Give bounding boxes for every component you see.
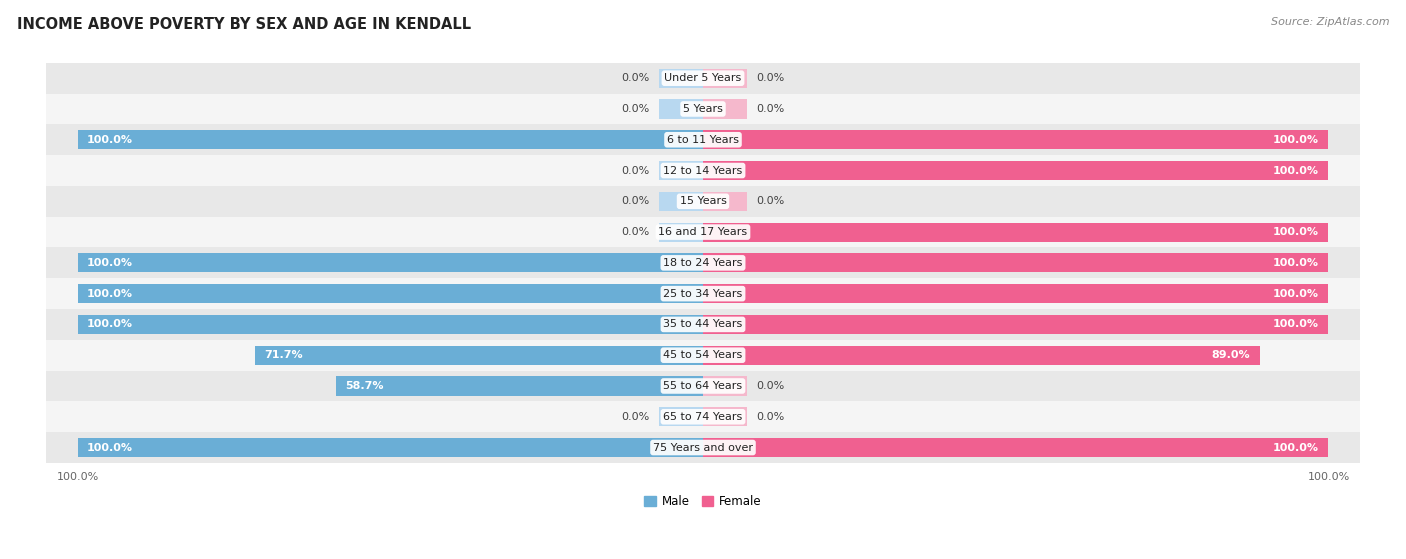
Text: 100.0%: 100.0%	[1272, 319, 1319, 329]
Bar	[659, 222, 703, 241]
Text: 0.0%: 0.0%	[756, 73, 785, 83]
Bar	[77, 315, 703, 334]
Bar	[46, 63, 1360, 93]
Text: Under 5 Years: Under 5 Years	[665, 73, 741, 83]
Bar	[659, 100, 703, 119]
Bar	[703, 345, 1260, 364]
Text: 15 Years: 15 Years	[679, 196, 727, 206]
Bar	[46, 371, 1360, 401]
Text: 0.0%: 0.0%	[756, 412, 785, 421]
Bar	[703, 284, 1329, 303]
Text: 16 and 17 Years: 16 and 17 Years	[658, 227, 748, 237]
Text: 0.0%: 0.0%	[621, 412, 650, 421]
Text: 45 to 54 Years: 45 to 54 Years	[664, 350, 742, 360]
Text: 100.0%: 100.0%	[87, 319, 134, 329]
Text: 0.0%: 0.0%	[756, 104, 785, 114]
Bar	[703, 130, 1329, 149]
Bar	[77, 284, 703, 303]
Text: 0.0%: 0.0%	[621, 227, 650, 237]
Bar	[46, 155, 1360, 186]
Text: 0.0%: 0.0%	[756, 196, 785, 206]
Legend: Male, Female: Male, Female	[640, 490, 766, 513]
Text: 58.7%: 58.7%	[346, 381, 384, 391]
Bar	[703, 69, 747, 88]
Text: 100.0%: 100.0%	[1272, 258, 1319, 268]
Bar	[46, 340, 1360, 371]
Bar	[46, 186, 1360, 217]
Bar	[703, 222, 1329, 241]
Text: 89.0%: 89.0%	[1212, 350, 1250, 360]
Bar	[77, 438, 703, 457]
Text: 100.0%: 100.0%	[1272, 165, 1319, 176]
Bar	[703, 315, 1329, 334]
Bar	[703, 100, 747, 119]
Text: 35 to 44 Years: 35 to 44 Years	[664, 319, 742, 329]
Text: 0.0%: 0.0%	[756, 381, 785, 391]
Bar	[254, 345, 703, 364]
Text: 100.0%: 100.0%	[1272, 288, 1319, 299]
Text: 5 Years: 5 Years	[683, 104, 723, 114]
Bar	[659, 192, 703, 211]
Bar	[46, 248, 1360, 278]
Text: 18 to 24 Years: 18 to 24 Years	[664, 258, 742, 268]
Text: 0.0%: 0.0%	[621, 165, 650, 176]
Bar	[77, 253, 703, 272]
Bar	[659, 161, 703, 180]
Bar	[703, 192, 747, 211]
Text: INCOME ABOVE POVERTY BY SEX AND AGE IN KENDALL: INCOME ABOVE POVERTY BY SEX AND AGE IN K…	[17, 17, 471, 32]
Text: 0.0%: 0.0%	[621, 73, 650, 83]
Bar	[659, 69, 703, 88]
Text: 100.0%: 100.0%	[87, 258, 134, 268]
Text: 100.0%: 100.0%	[1272, 135, 1319, 145]
Bar	[46, 124, 1360, 155]
Bar	[336, 376, 703, 396]
Bar	[659, 407, 703, 427]
Bar	[46, 401, 1360, 432]
Text: 71.7%: 71.7%	[264, 350, 302, 360]
Bar	[703, 438, 1329, 457]
Text: 65 to 74 Years: 65 to 74 Years	[664, 412, 742, 421]
Bar	[46, 278, 1360, 309]
Text: 75 Years and over: 75 Years and over	[652, 443, 754, 453]
Text: 25 to 34 Years: 25 to 34 Years	[664, 288, 742, 299]
Bar	[703, 376, 747, 396]
Text: 6 to 11 Years: 6 to 11 Years	[666, 135, 740, 145]
Text: Source: ZipAtlas.com: Source: ZipAtlas.com	[1271, 17, 1389, 27]
Bar	[46, 309, 1360, 340]
Text: 0.0%: 0.0%	[621, 104, 650, 114]
Bar	[703, 253, 1329, 272]
Bar	[77, 130, 703, 149]
Text: 0.0%: 0.0%	[621, 196, 650, 206]
Text: 100.0%: 100.0%	[87, 288, 134, 299]
Text: 100.0%: 100.0%	[1272, 443, 1319, 453]
Bar	[46, 432, 1360, 463]
Text: 12 to 14 Years: 12 to 14 Years	[664, 165, 742, 176]
Text: 100.0%: 100.0%	[1272, 227, 1319, 237]
Bar	[46, 217, 1360, 248]
Bar	[703, 407, 747, 427]
Text: 100.0%: 100.0%	[87, 135, 134, 145]
Text: 55 to 64 Years: 55 to 64 Years	[664, 381, 742, 391]
Bar	[46, 93, 1360, 124]
Text: 100.0%: 100.0%	[87, 443, 134, 453]
Bar	[703, 161, 1329, 180]
